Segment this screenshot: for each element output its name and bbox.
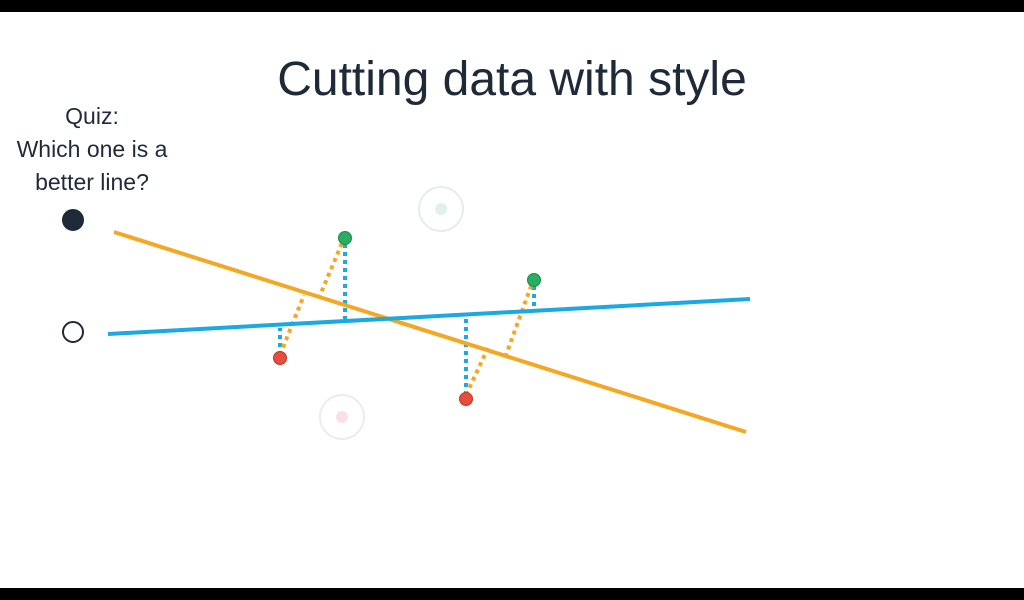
option-blue-line-radio[interactable]	[62, 321, 84, 343]
blue-fit-line	[107, 297, 751, 336]
ghost-point-green	[418, 186, 464, 232]
ghost-point-red	[319, 394, 365, 440]
red-point-2	[459, 392, 473, 406]
orange-residual-4	[504, 277, 536, 356]
orange-residual-2	[316, 235, 347, 301]
top-letterbox-bar	[0, 0, 1024, 12]
quiz-question-line-2: better line?	[35, 169, 149, 195]
quiz-prompt: Quiz: Which one is a better line?	[0, 100, 184, 199]
option-orange-line-radio[interactable]	[62, 209, 84, 231]
slide: Cutting data with style Quiz: Which one …	[0, 12, 1024, 588]
quiz-question-line-1: Which one is a	[16, 136, 168, 162]
red-point-1	[273, 351, 287, 365]
green-point-2	[527, 273, 541, 287]
quiz-label: Quiz:	[65, 103, 119, 129]
line-fit-diagram	[107, 186, 751, 440]
orange-fit-line	[113, 230, 747, 434]
orange-residual-3	[464, 347, 490, 396]
orange-residuals	[278, 235, 536, 396]
green-point-1	[338, 231, 352, 245]
bottom-letterbox-bar	[0, 588, 1024, 600]
slide-title: Cutting data with style	[277, 53, 747, 106]
blue-residuals	[278, 236, 536, 395]
